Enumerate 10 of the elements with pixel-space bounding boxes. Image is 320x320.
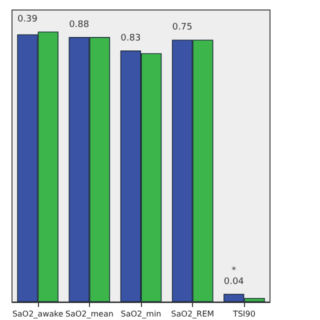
x-tick-label: TSI90 xyxy=(232,310,256,318)
text: 0.39 xyxy=(17,14,38,25)
annotation: 0.75 xyxy=(172,22,192,33)
x-tick-label: SaO2_mean xyxy=(65,310,114,318)
x-tick-label: SaO2_REM xyxy=(171,310,214,318)
text: 0.88 xyxy=(69,20,90,30)
annotation: 0.83 xyxy=(120,34,141,44)
annotation: * 0.04 xyxy=(224,266,244,287)
x-tick-label: SaO2_min xyxy=(120,310,162,318)
x-tick-label: SaO2_awake xyxy=(12,310,64,318)
